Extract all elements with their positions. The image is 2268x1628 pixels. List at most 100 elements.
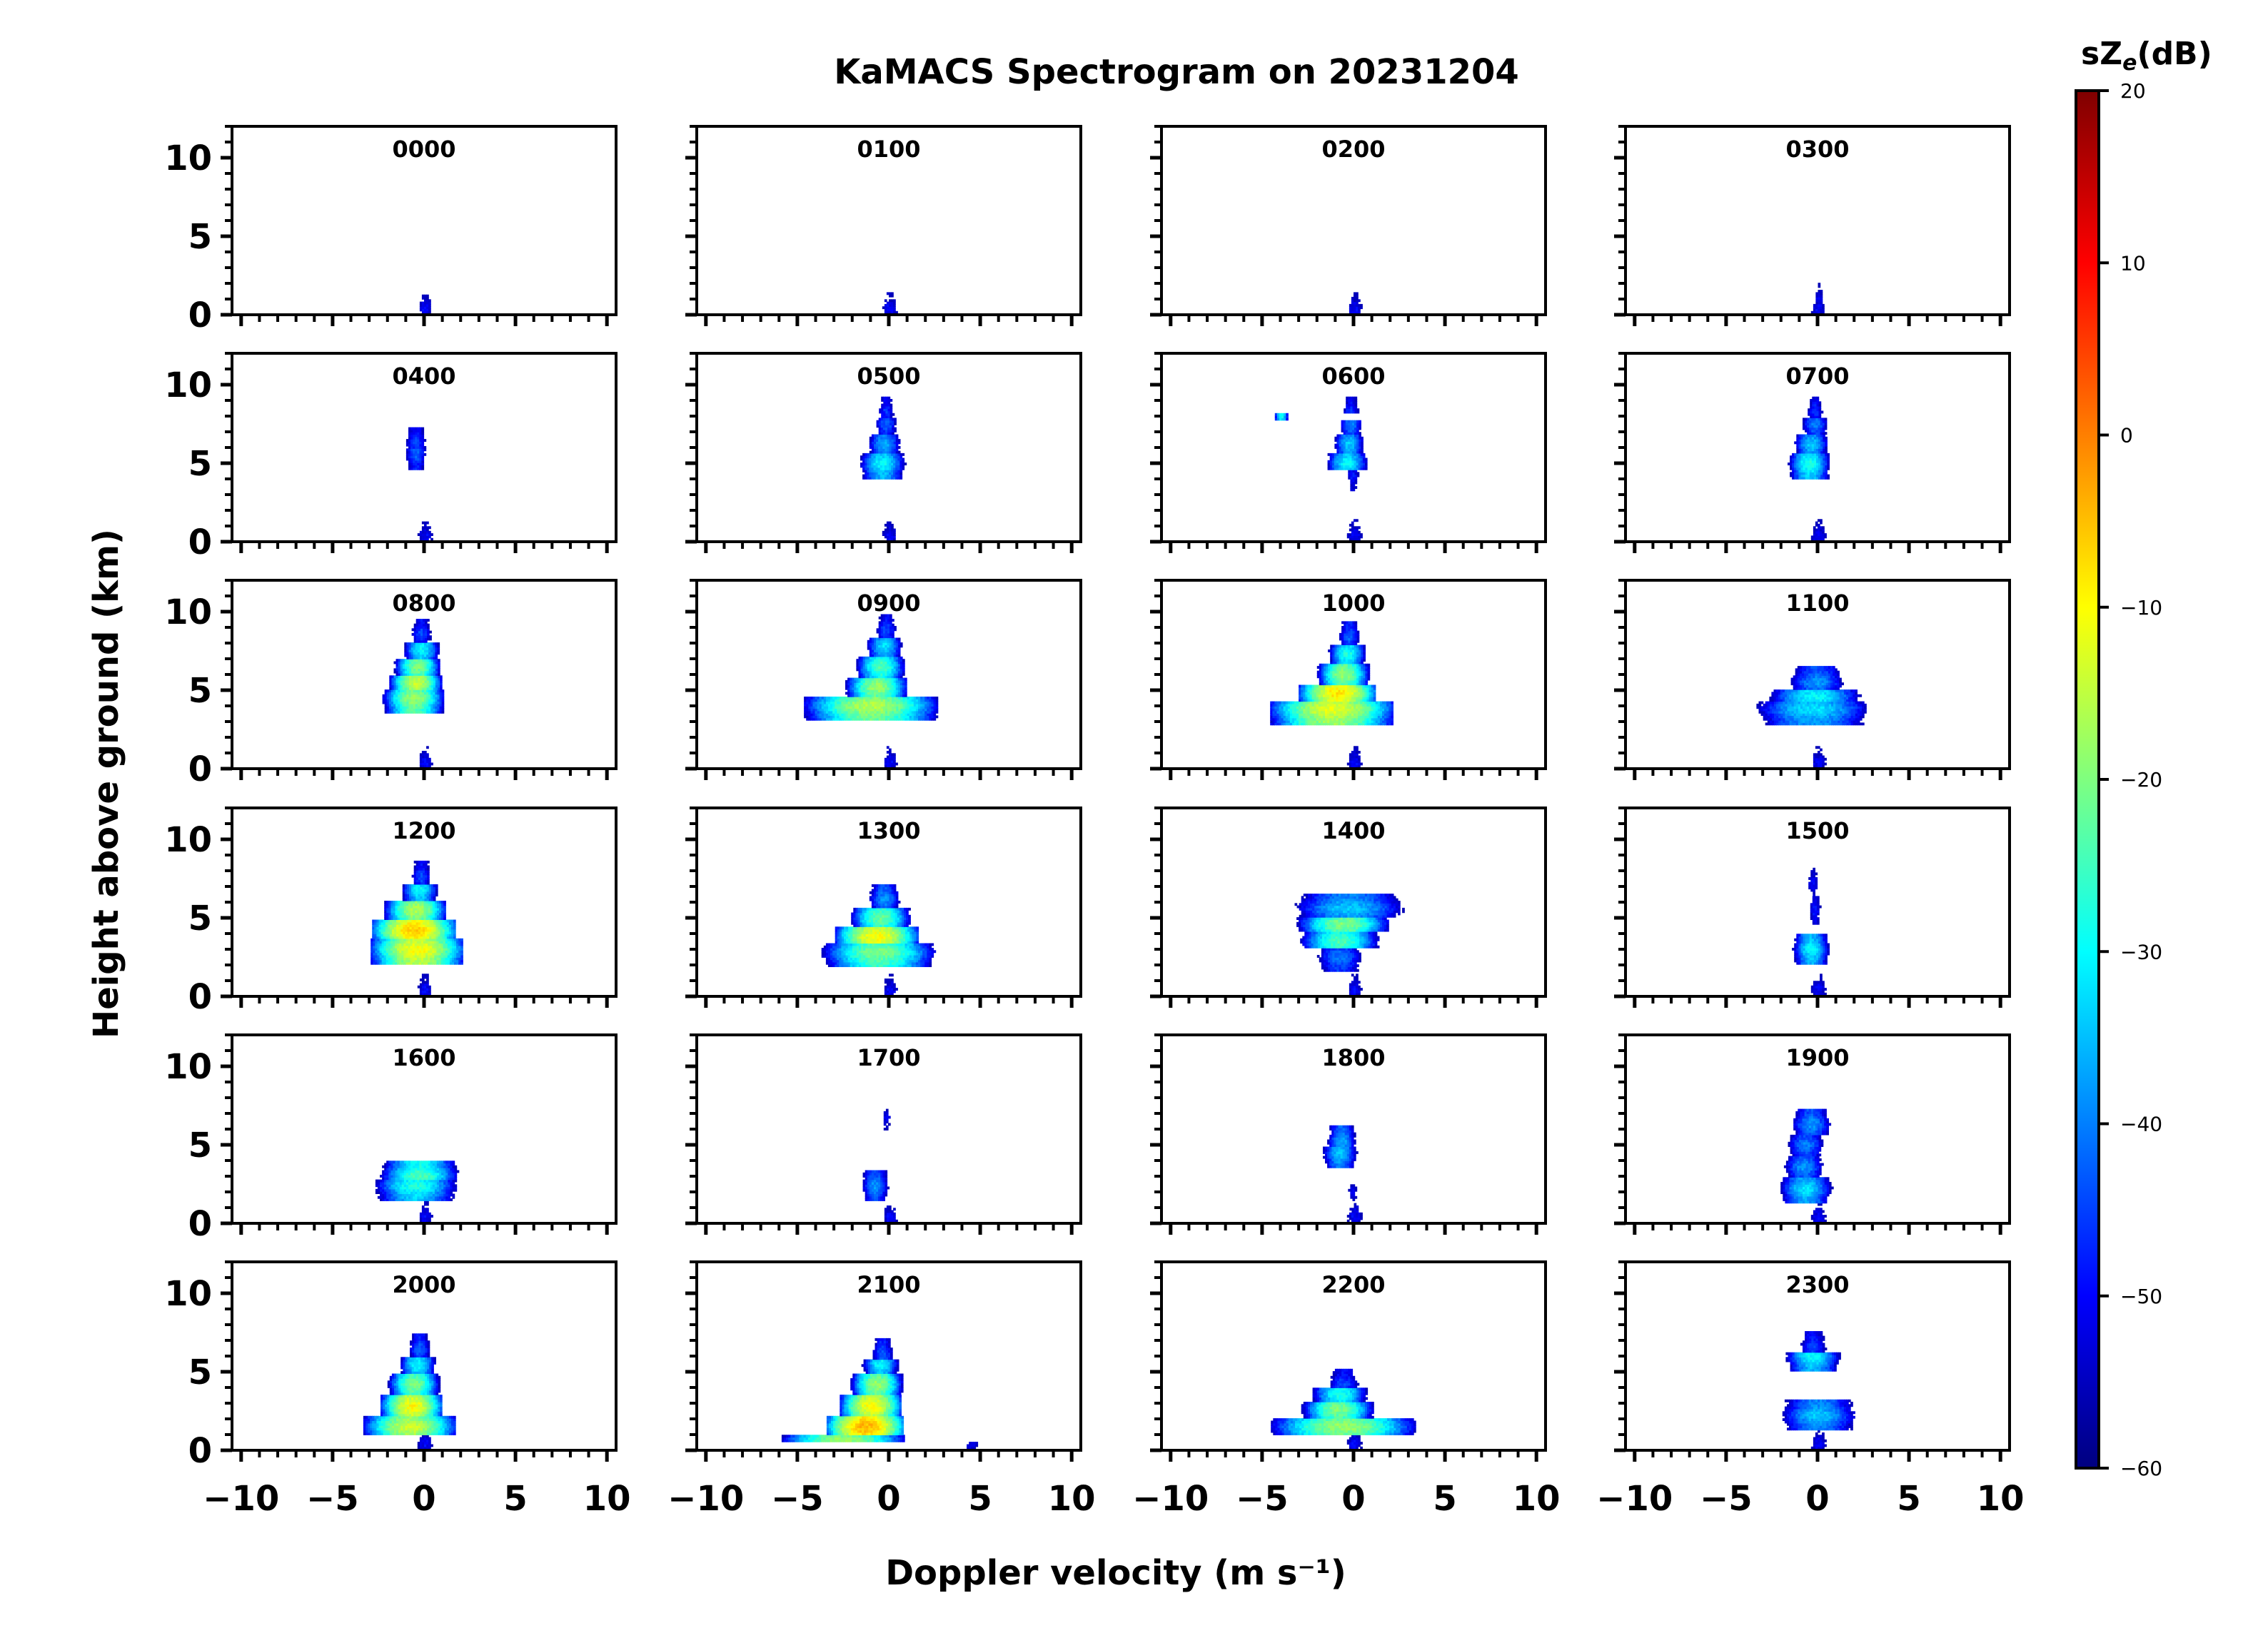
spectrogram-cell	[1811, 425, 1814, 428]
spectrogram-cell	[433, 694, 435, 697]
spectrogram-cell	[1816, 408, 1820, 412]
y-tick-label: 10	[164, 592, 212, 632]
spectrogram-cell	[426, 668, 430, 672]
spectrogram-cell	[1803, 467, 1806, 470]
spectrogram-cell	[419, 308, 423, 312]
spectrogram-cell	[404, 710, 407, 714]
spectrogram-cell	[1351, 303, 1354, 307]
spectrogram-cell	[1345, 457, 1348, 461]
spectrogram-cell	[1825, 460, 1828, 463]
spectrogram-cell	[1798, 450, 1802, 454]
spectrogram-cell	[419, 450, 422, 454]
spectrogram-cell	[889, 410, 893, 414]
spectrogram-cell	[400, 675, 403, 679]
spectrogram-cell	[892, 418, 894, 421]
spectrogram-cell	[884, 535, 887, 539]
panel-0200: 0200	[1150, 125, 1547, 326]
spectrogram-cell	[426, 746, 429, 749]
spectrogram-cell	[1811, 443, 1815, 447]
spectrogram-cell	[421, 303, 425, 307]
spectrogram-cell	[1364, 460, 1368, 463]
spectrogram-cell	[1347, 443, 1351, 447]
spectrogram-cell	[1807, 474, 1810, 477]
spectrogram-cell	[891, 448, 894, 452]
spectrogram-cell	[1815, 535, 1818, 539]
spectrogram-cell	[430, 666, 434, 669]
spectrogram-cell	[1796, 448, 1799, 452]
spectrogram-cell	[415, 701, 418, 704]
spectrogram-cell	[1805, 425, 1808, 428]
spectrogram-cell	[430, 689, 433, 692]
spectrogram-cell	[887, 420, 890, 423]
spectrogram-cell	[421, 528, 425, 532]
spectrogram-cell	[1813, 425, 1817, 428]
spectrogram-cell	[884, 432, 888, 435]
spectrogram-cell	[1805, 429, 1808, 433]
spectrogram-cell	[410, 457, 413, 461]
spectrogram-cell	[437, 642, 440, 645]
spectrogram-cell	[1820, 474, 1823, 477]
spectrogram-cell	[433, 692, 435, 695]
spectrogram-cell	[413, 427, 415, 430]
spectrogram-cell	[1820, 439, 1823, 442]
spectrogram-cell	[892, 423, 894, 425]
spectrogram-cell	[880, 455, 883, 459]
spectrogram-cell	[887, 396, 891, 400]
spectrogram-cell	[428, 526, 431, 530]
spectrogram-cell	[440, 684, 443, 688]
spectrogram-cell	[410, 708, 414, 712]
spectrogram-cell	[404, 687, 408, 690]
spectrogram-cell	[1807, 432, 1810, 435]
spectrogram-cell	[420, 668, 423, 672]
spectrogram-cell	[1354, 448, 1357, 452]
spectrogram-cell	[1825, 467, 1828, 470]
spectrogram-cell	[417, 455, 420, 459]
spectrogram-cell	[897, 474, 900, 477]
spectrogram-cell	[889, 413, 893, 416]
spectrogram-cell	[430, 694, 433, 697]
spectrogram-cell	[1809, 420, 1812, 423]
spectrogram-cell	[1358, 533, 1361, 536]
spectrogram-cell	[398, 689, 400, 692]
spectrogram-cell	[867, 452, 870, 456]
spectrogram-cell	[410, 455, 413, 459]
spectrogram-cell	[1818, 310, 1820, 314]
spectrogram-cell	[426, 710, 429, 714]
spectrogram-cell	[393, 687, 397, 690]
spectrogram-cell	[413, 441, 415, 445]
spectrogram-cell	[1818, 410, 1822, 414]
spectrogram-cell	[421, 699, 425, 702]
spectrogram-cell	[1812, 408, 1815, 412]
spectrogram-cell	[884, 472, 887, 475]
spectrogram-cell	[402, 677, 405, 681]
spectrogram-cell	[887, 441, 890, 445]
spectrogram-cell	[897, 472, 900, 475]
spectrogram-cell	[421, 533, 425, 536]
spectrogram-cell	[433, 682, 436, 686]
spectrogram-cell	[1336, 467, 1339, 470]
spectrogram-cell	[1818, 460, 1821, 463]
spectrogram-cell	[433, 677, 436, 681]
spectrogram-cell	[1809, 465, 1813, 468]
spectrogram-cell	[1800, 455, 1804, 459]
spectrogram-cell	[887, 448, 890, 452]
spectrogram-cell	[419, 306, 423, 310]
spectrogram-cell	[1356, 439, 1359, 442]
spectrogram-cell	[1331, 462, 1335, 465]
spectrogram-cell	[424, 299, 427, 303]
figure-title: KaMACS Spectrogram on 20231204	[834, 52, 1519, 92]
spectrogram-cell	[869, 436, 872, 440]
spectrogram-cell	[871, 470, 875, 472]
spectrogram-cell	[439, 689, 443, 692]
spectrogram-cell	[895, 457, 898, 461]
spectrogram-cell	[410, 706, 414, 709]
spectrogram-cell	[1348, 399, 1351, 402]
spectrogram-cell	[430, 708, 433, 712]
spectrogram-cell	[1351, 460, 1355, 463]
spectrogram-cell	[400, 673, 403, 676]
spectrogram-cell	[1358, 308, 1361, 312]
spectrogram-cell	[1347, 465, 1350, 468]
spectrogram-cell	[1359, 420, 1361, 423]
spectrogram-cell	[1807, 446, 1810, 449]
